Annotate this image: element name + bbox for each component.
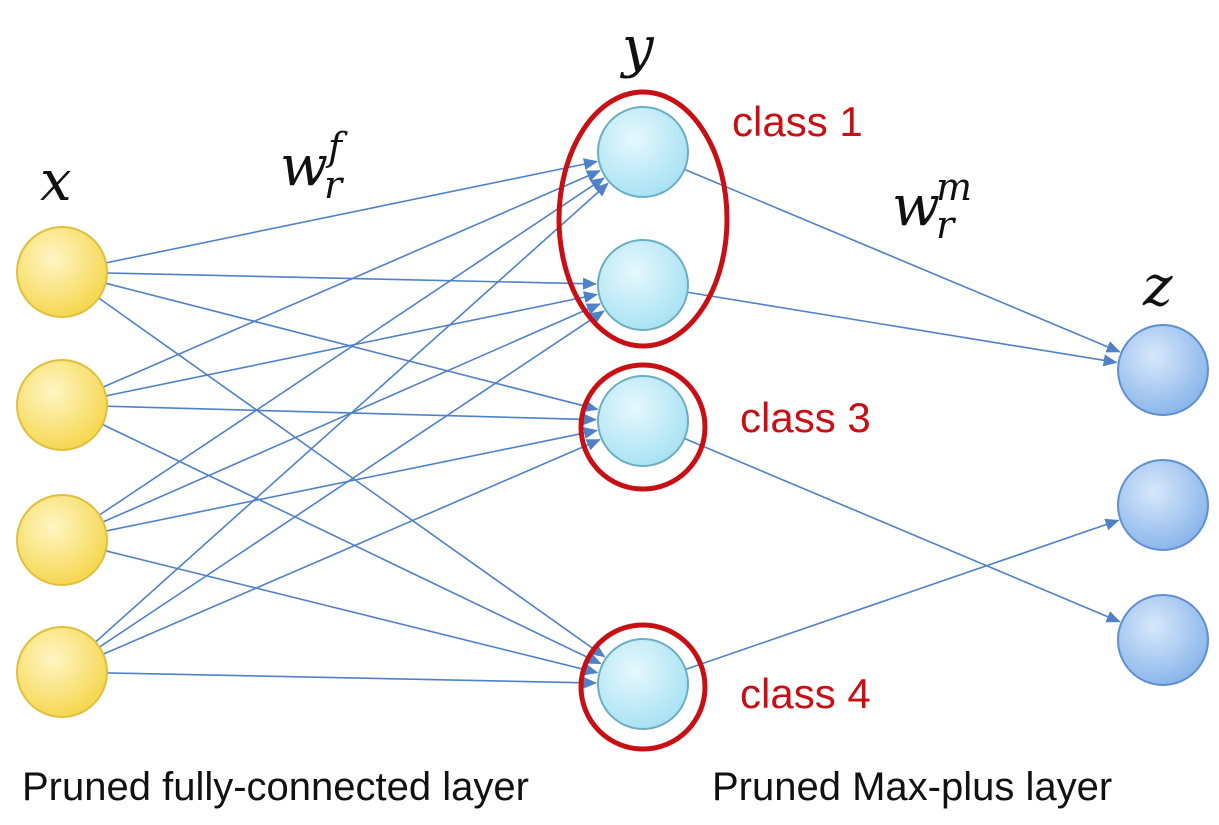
input-node-4 (16, 626, 108, 718)
fc-layer-caption: Pruned fully-connected layer (22, 765, 529, 809)
fc-edge-x3-y1 (98, 177, 605, 516)
fc-edge-x3-y4 (105, 550, 599, 676)
hidden-node-2 (597, 239, 689, 331)
maxplus-edge-y4-z2 (685, 518, 1120, 671)
fc-edge-x3-y3 (105, 427, 598, 532)
hidden-node-1 (597, 106, 689, 198)
fc-edge-x1-y1 (105, 158, 598, 264)
maxplus-weight-base: w (892, 174, 940, 239)
fc-edge-x4-y1 (94, 182, 609, 643)
maxplus-edge-y2-z1 (687, 291, 1118, 367)
output-node-3 (1117, 594, 1209, 686)
class-4-ring (578, 622, 708, 752)
hidden-variable-label: y (619, 15, 655, 80)
output-node-2 (1117, 459, 1209, 551)
output-node-1 (1117, 324, 1209, 416)
maxplus-weight-sup: m (936, 165, 972, 209)
class-3-label: class 3 (740, 394, 871, 441)
input-node-1 (16, 226, 108, 318)
fc-edge-x2-y1 (102, 170, 601, 388)
fc-edge-x1-y4 (98, 297, 606, 658)
network-nodes (16, 106, 1209, 730)
fc-weight-base: w (280, 134, 328, 199)
hidden-node-4 (597, 638, 689, 730)
fc-edge-x2-y4 (102, 423, 602, 665)
class-1-label: class 1 (732, 98, 863, 145)
hidden-node-3 (597, 375, 689, 467)
fc-edge-x4-y2 (99, 310, 605, 648)
maxplus-edge-y1-z1 (684, 168, 1121, 353)
maxplus-layer-caption: Pruned Max-plus layer (712, 765, 1112, 809)
maxplus-edge-y3-z3 (684, 437, 1121, 623)
input-node-3 (16, 494, 108, 586)
input-node-2 (16, 359, 108, 451)
fc-weight-sub: r (324, 163, 345, 207)
fc-edge-x4-y4 (106, 672, 598, 689)
connection-edges (94, 158, 1121, 689)
class-3-ring (578, 362, 708, 492)
output-variable-label: z (1142, 254, 1173, 319)
class-4-label: class 4 (740, 670, 871, 717)
input-variable-label: x (40, 149, 72, 214)
maxplus-weight-sub: r (936, 203, 957, 247)
class-1-ring (556, 89, 730, 349)
fc-edge-x4-y3 (102, 438, 601, 655)
fc-edge-x2-y2 (105, 291, 598, 397)
maxplus-weight-label: w m r (892, 165, 972, 247)
fc-weight-label: w f r (280, 125, 348, 207)
